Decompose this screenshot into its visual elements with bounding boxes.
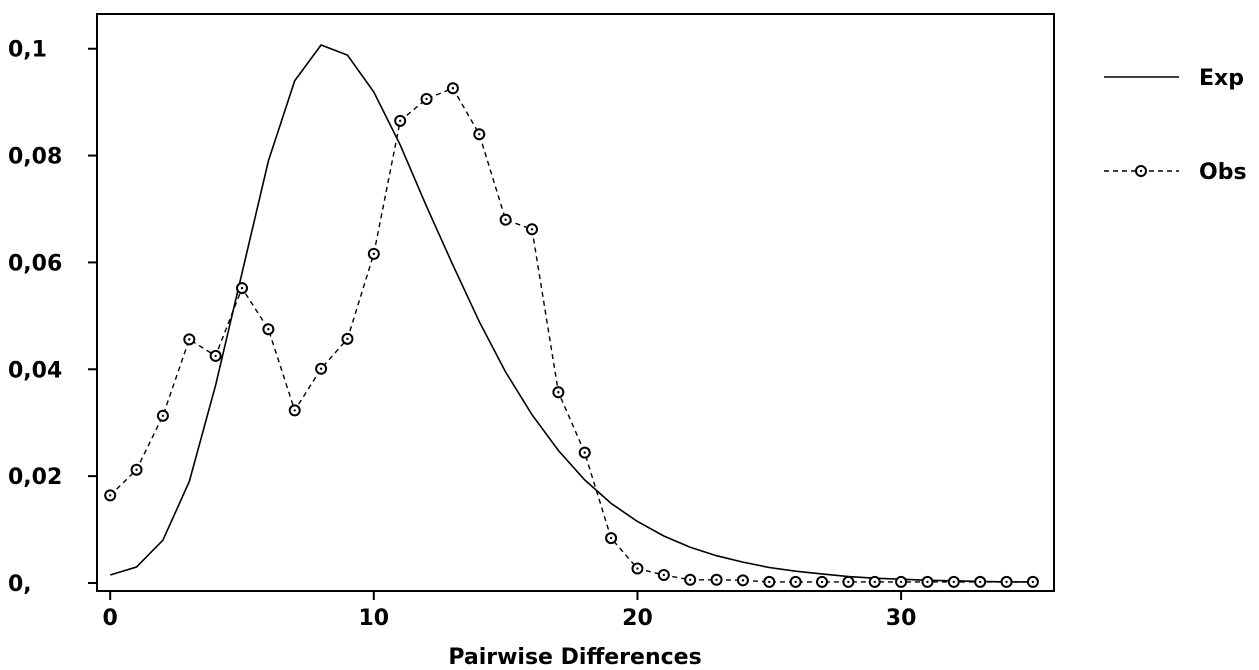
obs-point-center [899, 580, 903, 584]
y-axis: 0, 0,02 0,04 0,06 0,08 0,1 [8, 38, 97, 597]
obs-line [109, 87, 1033, 583]
obs-point-center [609, 536, 613, 540]
obs-point-center [478, 133, 481, 136]
obs-point-center [741, 579, 745, 582]
x-axis-title: Pairwise Differences [448, 645, 701, 670]
obs-point-center [135, 468, 138, 471]
obs-point-center [688, 578, 692, 581]
obs-point-center [293, 409, 296, 412]
plot-frame [96, 13, 1055, 592]
obs-point-center [820, 580, 824, 584]
obs-point-center [504, 218, 507, 221]
legend-label-exp: Exp [1199, 66, 1244, 91]
obs-point-center [108, 494, 112, 497]
exp-series [109, 44, 1033, 583]
obs-point-center [557, 391, 560, 394]
y-tick-label: 0,06 [8, 251, 62, 276]
legend-marker-obs-dot [1139, 169, 1143, 173]
obs-point-center [372, 252, 376, 256]
legend-item-exp: Exp [1104, 66, 1244, 91]
x-tick-label: 30 [886, 606, 917, 631]
obs-point-center [926, 580, 929, 584]
obs-point-center [715, 578, 718, 581]
obs-point-center [319, 367, 323, 370]
obs-point-center [636, 567, 639, 570]
y-tick-label: 0,04 [8, 358, 62, 383]
obs-point-center [214, 354, 217, 358]
obs-point-center [847, 580, 850, 584]
x-tick-label: 0 [103, 606, 118, 631]
obs-series [104, 82, 1039, 588]
obs-point-center [425, 97, 428, 101]
y-tick-label: 0,1 [8, 38, 47, 63]
obs-point-center [873, 580, 876, 584]
obs-point-center [161, 414, 165, 417]
obs-point-center [1005, 580, 1008, 584]
obs-point-center [952, 580, 956, 584]
obs-point-center [1031, 580, 1035, 584]
obs-point-center [583, 451, 586, 454]
obs-point-center [794, 580, 797, 584]
x-tick-label: 20 [622, 606, 653, 631]
legend-item-obs: Obs [1104, 160, 1247, 185]
obs-point-center [267, 328, 270, 331]
obs-point-center [188, 338, 191, 341]
obs-point-center [978, 580, 982, 584]
obs-point-center [451, 87, 455, 90]
obs-point-center [240, 286, 244, 290]
y-tick-label: 0,02 [8, 465, 62, 490]
x-axis: 0 10 20 30 [103, 591, 917, 631]
legend: Exp Obs [1104, 66, 1247, 185]
exp-line [109, 44, 1033, 583]
obs-point-center [346, 337, 349, 341]
y-tick-label: 0,08 [8, 145, 62, 170]
obs-point-center [662, 573, 666, 577]
obs-point-center [398, 119, 402, 123]
obs-point-center [530, 228, 534, 231]
y-tick-label: 0, [8, 572, 32, 597]
legend-label-obs: Obs [1199, 160, 1247, 185]
x-tick-label: 10 [359, 606, 390, 631]
obs-point-center [768, 580, 771, 584]
